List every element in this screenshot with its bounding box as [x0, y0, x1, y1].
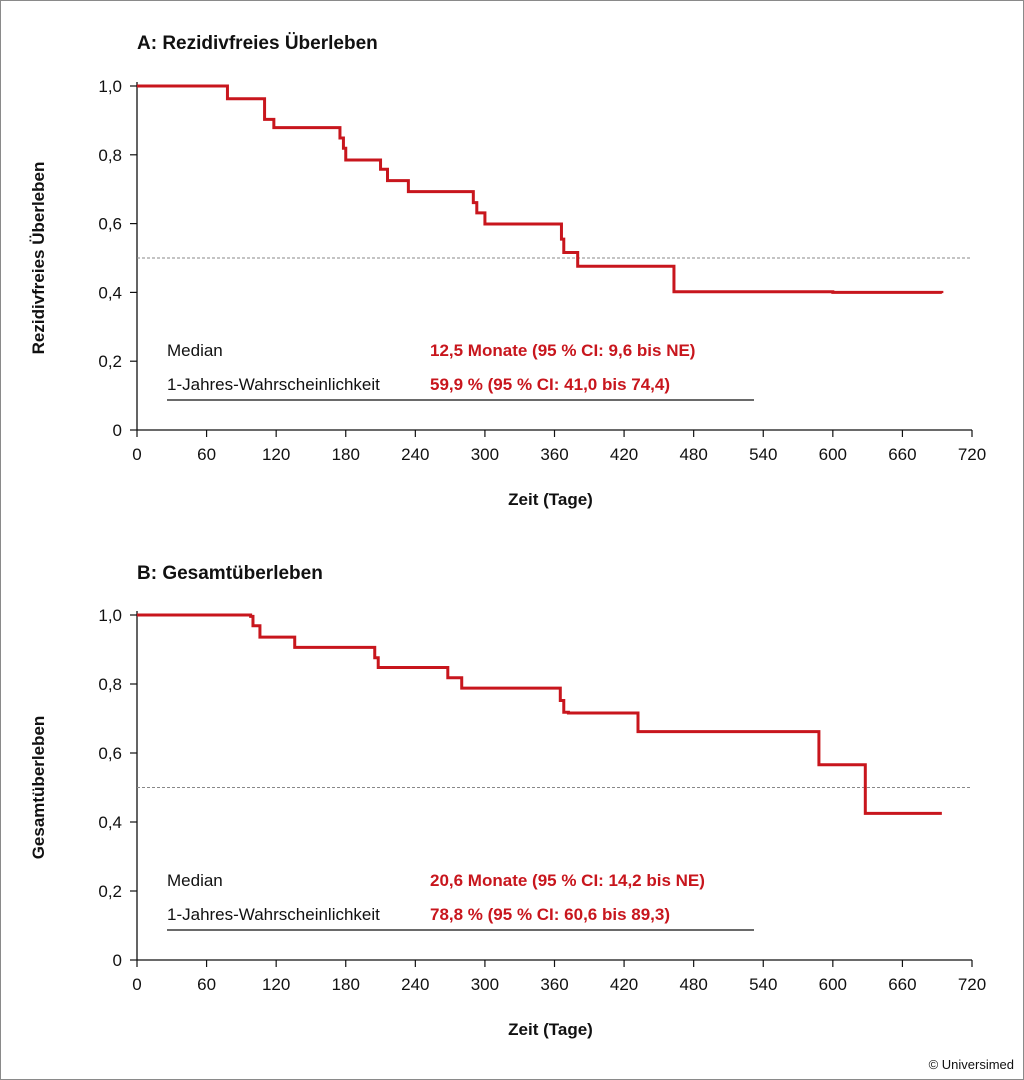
x-tick-label: 60 [197, 975, 216, 994]
y-tick-label: 0,2 [98, 352, 122, 371]
x-tick-label: 720 [958, 445, 986, 464]
one-year-label: 1-Jahres-Wahrscheinlichkeit [167, 375, 380, 394]
x-axis-label: Zeit (Tage) [508, 490, 593, 509]
x-tick-label: 60 [197, 445, 216, 464]
chart-title: A: Rezidivfreies Überleben [137, 33, 378, 54]
x-tick-label: 120 [262, 975, 290, 994]
y-tick-label: 0,6 [98, 215, 122, 234]
x-tick-label: 720 [958, 975, 986, 994]
survival-curve [137, 613, 942, 815]
one-year-value: 59,9 % (95 % CI: 41,0 bis 74,4) [430, 375, 670, 394]
y-tick-label: 1,0 [98, 606, 122, 625]
x-tick-label: 120 [262, 445, 290, 464]
y-tick-label: 0,6 [98, 744, 122, 763]
chart-panel-b: B: Gesamtüberleben 0 60 120 180 240 300 360 420 4… [29, 563, 986, 1039]
x-tick-label: 660 [888, 975, 916, 994]
x-tick-label: 240 [401, 445, 429, 464]
x-tick-label: 360 [540, 975, 568, 994]
median-label: Median [167, 871, 223, 890]
x-tick-label: 0 [132, 445, 141, 464]
y-axis-label: Gesamtüberleben [29, 716, 48, 860]
survival-curve [137, 84, 944, 294]
y-tick-label: 0,4 [98, 283, 122, 302]
x-tick-label: 420 [610, 445, 638, 464]
y-tick-label: 0 [113, 951, 122, 970]
y-tick-label: 1,0 [98, 77, 122, 96]
one-year-value: 78,8 % (95 % CI: 60,6 bis 89,3) [430, 905, 670, 924]
x-axis-label: Zeit (Tage) [508, 1020, 593, 1039]
median-value: 20,6 Monate (95 % CI: 14,2 bis NE) [430, 871, 705, 890]
x-tick-label: 240 [401, 975, 429, 994]
x-tick-label: 300 [471, 975, 499, 994]
x-tick-label: 480 [679, 975, 707, 994]
median-label: Median [167, 341, 223, 360]
credit-text: © Universimed [928, 1057, 1014, 1072]
x-tick-label: 480 [679, 445, 707, 464]
median-value: 12,5 Monate (95 % CI: 9,6 bis NE) [430, 341, 695, 360]
y-tick-label: 0,8 [98, 675, 122, 694]
y-tick-label: 0 [113, 421, 122, 440]
y-tick-label: 0,4 [98, 813, 122, 832]
x-tick-label: 420 [610, 975, 638, 994]
x-tick-label: 600 [819, 975, 847, 994]
y-tick-label: 0,8 [98, 146, 122, 165]
y-tick-label: 0,2 [98, 882, 122, 901]
x-tick-label: 0 [132, 975, 141, 994]
one-year-label: 1-Jahres-Wahrscheinlichkeit [167, 905, 380, 924]
x-tick-label: 660 [888, 445, 916, 464]
chart-panel-a: A: Rezidivfreies Überleben 0 60 120 180 240 30… [29, 33, 986, 509]
x-tick-label: 540 [749, 445, 777, 464]
y-axis-label: Rezidivfreies Überleben [29, 162, 48, 355]
x-tick-label: 180 [332, 445, 360, 464]
x-tick-label: 360 [540, 445, 568, 464]
x-tick-label: 600 [819, 445, 847, 464]
chart-title: B: Gesamtüberleben [137, 563, 323, 584]
x-tick-label: 300 [471, 445, 499, 464]
x-tick-label: 180 [332, 975, 360, 994]
x-tick-label: 540 [749, 975, 777, 994]
